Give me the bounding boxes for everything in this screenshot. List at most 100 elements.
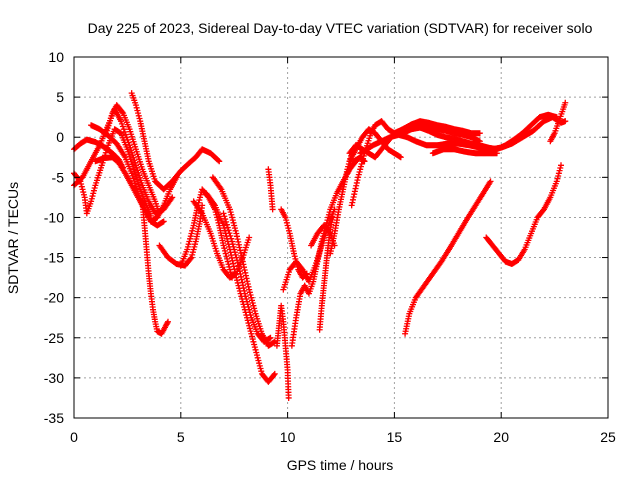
data-point bbox=[320, 230, 327, 237]
data-point bbox=[253, 349, 260, 356]
data-point bbox=[229, 238, 236, 245]
data-point bbox=[270, 372, 277, 379]
data-point bbox=[242, 293, 249, 300]
data-point bbox=[251, 341, 258, 348]
data-point bbox=[90, 190, 97, 197]
data-point bbox=[245, 304, 252, 311]
y-tick-label: -20 bbox=[44, 290, 64, 306]
data-point bbox=[214, 217, 221, 224]
data-point bbox=[133, 104, 140, 111]
y-tick-label: -10 bbox=[44, 209, 64, 225]
data-point bbox=[224, 224, 231, 231]
data-point bbox=[562, 99, 569, 106]
series-arc-32 bbox=[483, 162, 565, 267]
data-point bbox=[124, 136, 131, 143]
data-point bbox=[78, 183, 85, 190]
data-point bbox=[169, 194, 176, 201]
y-tick-label: -30 bbox=[44, 370, 64, 386]
data-point bbox=[119, 109, 126, 116]
y-tick-label: -35 bbox=[44, 410, 64, 426]
data-point bbox=[221, 213, 228, 220]
data-point bbox=[211, 201, 218, 208]
data-point bbox=[184, 246, 191, 253]
series-arc-28 bbox=[399, 111, 560, 153]
data-point bbox=[222, 250, 229, 257]
data-point bbox=[246, 322, 253, 329]
data-point bbox=[285, 394, 292, 401]
data-point bbox=[227, 209, 234, 216]
data-point bbox=[198, 209, 205, 216]
data-point bbox=[223, 218, 230, 225]
data-point bbox=[249, 333, 255, 340]
data-point bbox=[355, 174, 362, 181]
data-point bbox=[397, 154, 404, 161]
data-point bbox=[189, 227, 196, 234]
data-point bbox=[269, 206, 276, 213]
data-point bbox=[555, 170, 562, 177]
data-point bbox=[256, 362, 263, 369]
data-point bbox=[251, 305, 258, 312]
data-point bbox=[251, 308, 258, 315]
data-point bbox=[231, 222, 238, 229]
data-point bbox=[221, 225, 228, 232]
data-point bbox=[230, 243, 237, 250]
data-point bbox=[243, 296, 250, 303]
data-point bbox=[246, 286, 253, 293]
data-point bbox=[256, 360, 263, 367]
x-tick-label: 25 bbox=[600, 429, 616, 445]
data-point bbox=[122, 131, 129, 138]
data-point bbox=[258, 368, 265, 375]
series-arc-31 bbox=[402, 178, 494, 337]
data-point bbox=[230, 219, 237, 226]
data-point bbox=[186, 238, 193, 245]
data-point bbox=[233, 274, 240, 281]
data-point bbox=[244, 298, 251, 305]
data-point bbox=[357, 163, 364, 170]
data-point bbox=[190, 246, 197, 253]
data-point bbox=[248, 330, 255, 337]
data-point bbox=[234, 259, 241, 266]
data-point bbox=[156, 210, 163, 217]
series-arc-12 bbox=[203, 190, 278, 385]
data-point bbox=[223, 253, 230, 260]
data-point bbox=[160, 218, 167, 225]
data-point bbox=[249, 297, 255, 304]
data-point bbox=[554, 175, 561, 182]
data-point bbox=[253, 352, 260, 359]
data-point bbox=[187, 235, 194, 242]
data-point bbox=[228, 235, 235, 242]
data-point bbox=[285, 225, 292, 232]
data-point bbox=[227, 232, 234, 239]
data-point bbox=[223, 221, 230, 228]
data-point bbox=[231, 246, 238, 253]
data-point bbox=[326, 209, 333, 216]
y-tick-label: 0 bbox=[56, 129, 64, 145]
x-tick-label: 10 bbox=[280, 429, 296, 445]
data-point bbox=[360, 155, 367, 162]
y-axis-label: SDTVAR / TECUs bbox=[5, 182, 21, 294]
data-point bbox=[254, 354, 261, 361]
chart-title: Day 225 of 2023, Sidereal Day-to-day VTE… bbox=[88, 20, 593, 36]
data-point bbox=[164, 320, 171, 327]
y-tick-label: -25 bbox=[44, 330, 64, 346]
data-point bbox=[234, 277, 241, 284]
data-point bbox=[283, 217, 290, 224]
data-point bbox=[191, 243, 198, 250]
data-point bbox=[188, 230, 195, 237]
series-arc-8 bbox=[139, 198, 171, 337]
data-point bbox=[229, 241, 236, 248]
series-arc-4 bbox=[88, 122, 180, 225]
data-point bbox=[220, 222, 227, 229]
data-point bbox=[245, 320, 252, 327]
data-point bbox=[250, 302, 257, 309]
data-point bbox=[125, 139, 132, 146]
data-point bbox=[246, 325, 253, 332]
data-point bbox=[252, 346, 259, 353]
data-point bbox=[220, 242, 227, 249]
data-point bbox=[244, 301, 251, 308]
series-arc-15 bbox=[265, 166, 276, 213]
data-point bbox=[555, 172, 562, 179]
data-point bbox=[493, 150, 500, 157]
data-point bbox=[246, 234, 253, 241]
